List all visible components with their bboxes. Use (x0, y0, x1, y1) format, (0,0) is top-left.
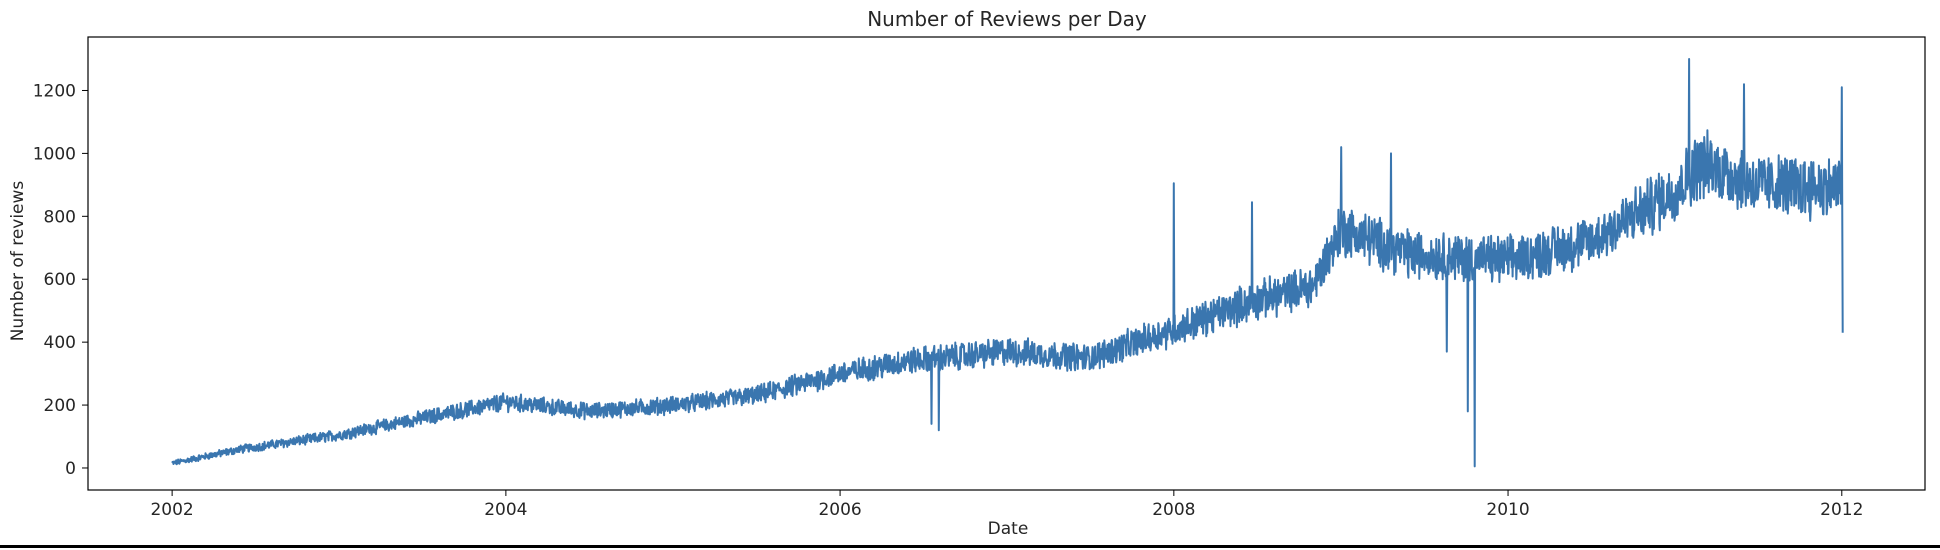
y-tick-label: 0 (65, 459, 76, 479)
y-tick-label: 400 (44, 333, 76, 353)
y-tick-label: 1200 (33, 81, 76, 101)
bottom-border (0, 545, 1940, 548)
y-tick-label: 200 (44, 396, 76, 416)
x-tick-label: 2004 (484, 500, 527, 520)
x-axis-label: Date (988, 519, 1029, 539)
x-tick-label: 2008 (1152, 500, 1195, 520)
reviews-per-day-line (171, 58, 1844, 468)
plot-frame (87, 36, 1926, 491)
y-axis-label: Number of reviews (8, 181, 28, 342)
chart-title: Number of Reviews per Day (867, 7, 1147, 31)
x-tick-label: 2010 (1486, 500, 1529, 520)
y-tick-label: 600 (44, 270, 76, 290)
y-tick-label: 800 (44, 207, 76, 227)
x-tick-label: 2002 (150, 500, 193, 520)
y-tick-label: 1000 (33, 144, 76, 164)
x-tick-label: 2012 (1820, 500, 1863, 520)
y-axis: 0 200 400 600 800 1000 1200 (33, 81, 88, 479)
x-tick-label: 2006 (818, 500, 861, 520)
x-axis: 2002 2004 2006 2008 2010 2012 (150, 490, 1863, 520)
